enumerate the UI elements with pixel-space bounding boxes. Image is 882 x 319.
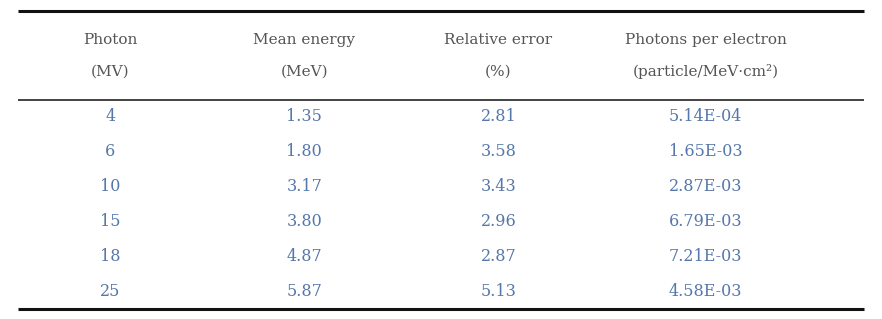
Text: 18: 18: [100, 248, 121, 265]
Text: 2.87E-03: 2.87E-03: [669, 178, 743, 195]
Text: 25: 25: [100, 283, 121, 300]
Text: 6.79E-03: 6.79E-03: [669, 213, 743, 230]
Text: 4: 4: [105, 108, 116, 125]
Text: (%): (%): [485, 65, 512, 79]
Text: 3.43: 3.43: [481, 178, 516, 195]
Text: 2.96: 2.96: [481, 213, 516, 230]
Text: 5.87: 5.87: [287, 283, 322, 300]
Text: Mean energy: Mean energy: [253, 33, 355, 47]
Text: 7.21E-03: 7.21E-03: [669, 248, 743, 265]
Text: 4.58E-03: 4.58E-03: [669, 283, 743, 300]
Text: (MeV): (MeV): [280, 65, 328, 79]
Text: 6: 6: [105, 143, 116, 160]
Text: Relative error: Relative error: [445, 33, 552, 47]
Text: 3.80: 3.80: [287, 213, 322, 230]
Text: 5.14E-04: 5.14E-04: [669, 108, 743, 125]
Text: Photon: Photon: [83, 33, 138, 47]
Text: (MV): (MV): [91, 65, 130, 79]
Text: 2.87: 2.87: [481, 248, 516, 265]
Text: 1.80: 1.80: [287, 143, 322, 160]
Text: Photons per electron: Photons per electron: [624, 33, 787, 47]
Text: 2.81: 2.81: [481, 108, 516, 125]
Text: 10: 10: [100, 178, 121, 195]
Text: 5.13: 5.13: [481, 283, 516, 300]
Text: 3.58: 3.58: [481, 143, 516, 160]
Text: 4.87: 4.87: [287, 248, 322, 265]
Text: 1.35: 1.35: [287, 108, 322, 125]
Text: 3.17: 3.17: [287, 178, 322, 195]
Text: (particle/MeV·cm²): (particle/MeV·cm²): [632, 64, 779, 79]
Text: 1.65E-03: 1.65E-03: [669, 143, 743, 160]
Text: 15: 15: [100, 213, 121, 230]
